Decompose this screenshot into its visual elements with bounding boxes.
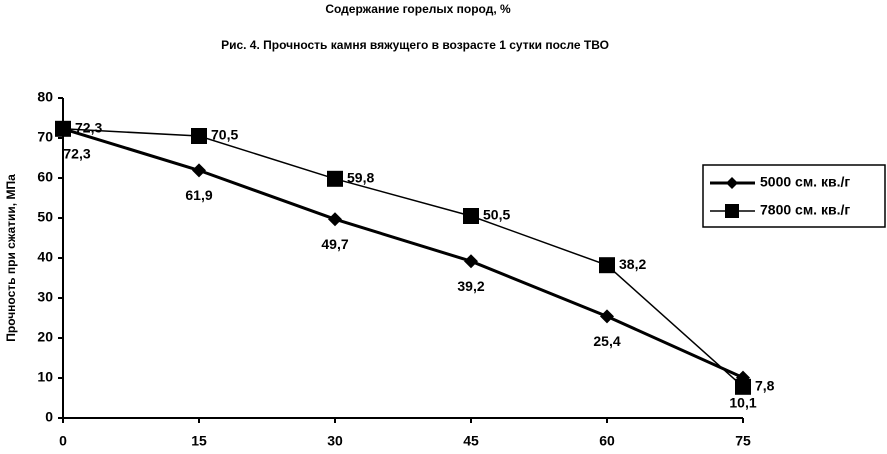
data-label: 61,9	[185, 187, 212, 203]
y-tick-label: 0	[45, 409, 53, 425]
marker	[463, 208, 479, 224]
legend-marker	[726, 177, 738, 189]
marker	[600, 309, 614, 324]
series-line	[62, 128, 744, 388]
marker	[55, 120, 71, 137]
y-tick-label: 30	[37, 289, 53, 305]
data-label: 38,2	[619, 256, 646, 272]
y-tick-label: 50	[37, 209, 53, 225]
x-tick-label: 60	[599, 433, 615, 449]
data-label: 49,7	[321, 236, 348, 252]
y-tick-label: 60	[37, 169, 53, 185]
marker	[192, 163, 206, 178]
marker	[599, 257, 615, 274]
y-tick-label: 20	[37, 329, 53, 345]
chart-title: Рис. 4. Прочность камня вяжущего в возра…	[221, 38, 609, 52]
marker	[464, 254, 478, 269]
x-tick-label: 45	[463, 433, 479, 449]
marker	[328, 212, 342, 227]
data-label: 70,5	[211, 127, 238, 143]
x-tick-label: 0	[59, 433, 67, 449]
marker	[327, 170, 343, 187]
marker	[191, 128, 207, 144]
legend-marker	[725, 204, 739, 218]
x-tick-label: 30	[327, 433, 343, 449]
data-label: 59,8	[347, 170, 374, 186]
x-tick-label: 15	[191, 433, 207, 449]
data-label: 25,4	[593, 333, 620, 349]
x-axis-label: Содержание горелых пород, %	[325, 2, 511, 16]
marker	[735, 378, 751, 395]
data-label: 39,2	[457, 278, 484, 294]
y-tick-label: 80	[37, 89, 53, 105]
y-tick-label: 10	[37, 369, 53, 385]
data-label: 72,3	[63, 146, 90, 162]
legend-label: 5000 см. кв./г	[760, 174, 850, 190]
x-tick-label: 75	[735, 433, 751, 449]
legend-box	[702, 164, 886, 228]
y-axis-label: Прочность при сжатии, МПа	[4, 174, 18, 342]
y-tick-label: 40	[37, 249, 53, 265]
legend-label: 7800 см. кв./г	[760, 202, 850, 218]
data-label: 50,5	[483, 207, 510, 223]
data-label: 7,8	[755, 378, 775, 394]
data-label: 72,3	[75, 120, 102, 136]
series-line	[62, 127, 744, 379]
y-tick-label: 70	[37, 129, 53, 145]
data-label: 10,1	[729, 394, 756, 410]
